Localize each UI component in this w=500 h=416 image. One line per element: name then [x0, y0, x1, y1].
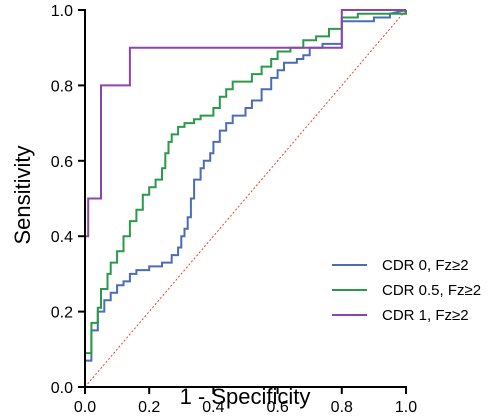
x-axis-title: 1 - Specificity: [180, 384, 311, 409]
x-tick-label: 0.6: [266, 399, 288, 416]
y-tick-label: 0.4: [51, 229, 73, 246]
y-tick-label: 0.8: [51, 78, 73, 95]
legend: CDR 0, Fz≥2 CDR 0.5, Fz≥2 CDR 1, Fz≥2: [332, 257, 481, 324]
x-tick-label: 0.4: [202, 399, 224, 416]
x-tick-label: 0.8: [331, 399, 353, 416]
y-axis-title: Sensitivity: [10, 145, 35, 244]
x-tick-label: 0.0: [74, 399, 96, 416]
legend-label-1: CDR 0, Fz≥2: [382, 257, 469, 274]
y-tick-label: 0.6: [51, 154, 73, 171]
series-line-3: [84, 9, 406, 387]
axes: 0.0 0.2 0.4 0.6 0.8 1.0 0.0 0.2 0.4 0.6 0.8 1.0: [51, 3, 417, 416]
reference-diagonal-line: [84, 9, 407, 388]
y-tick-label: 0.0: [51, 380, 73, 397]
reference-line-layer: [84, 9, 407, 388]
y-tick-label: 1.0: [51, 3, 73, 20]
series-line-1: [84, 9, 407, 387]
y-tick-label: 0.2: [51, 305, 73, 322]
x-tick-label: 1.0: [395, 399, 417, 416]
x-tick-label: 0.2: [138, 399, 160, 416]
legend-label-2: CDR 0.5, Fz≥2: [382, 282, 481, 299]
series-layer: [84, 9, 407, 387]
legend-label-3: CDR 1, Fz≥2: [382, 307, 469, 324]
